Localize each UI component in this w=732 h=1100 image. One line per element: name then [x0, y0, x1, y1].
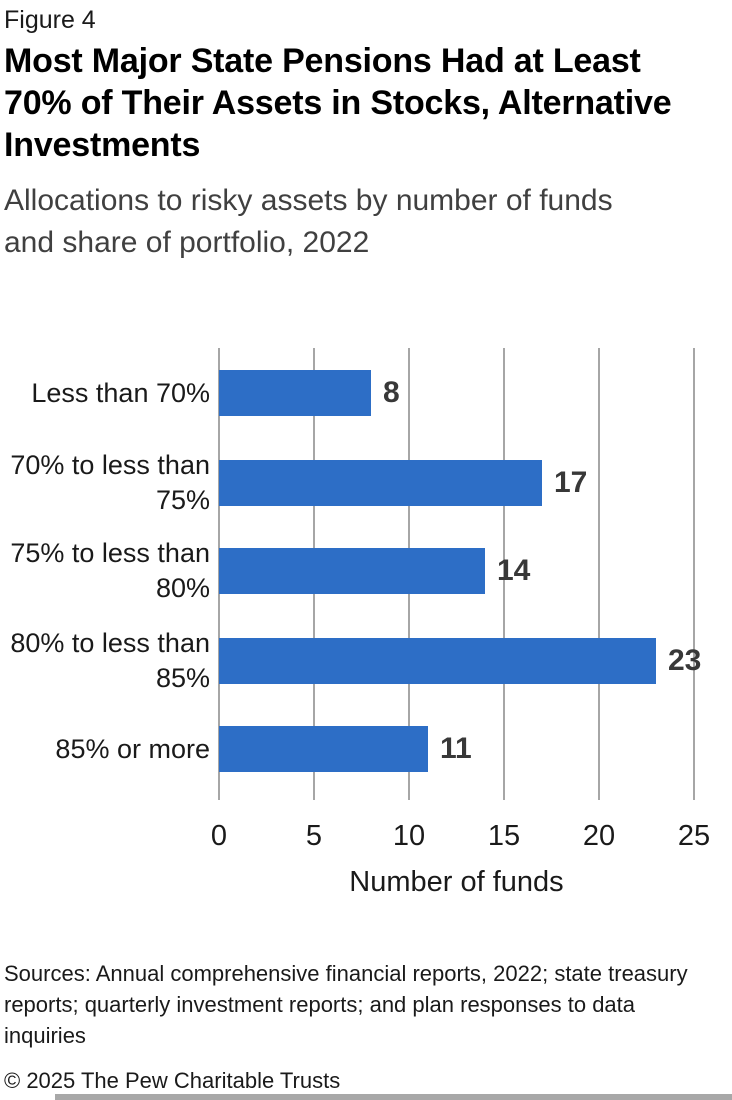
chart-subtitle-line: Allocations to risky assets by number of… — [4, 184, 613, 217]
chart-title-line: Investments — [4, 126, 201, 164]
bar — [219, 638, 656, 684]
gridline-15 — [503, 348, 505, 800]
category-label: Less than 70% — [31, 377, 210, 408]
x-tick-label: 10 — [392, 820, 426, 852]
bar — [219, 460, 542, 506]
value-label: 8 — [383, 376, 400, 409]
value-label: 14 — [497, 554, 531, 587]
sources-note-line: reports; quarterly investment reports; a… — [4, 992, 636, 1017]
x-tick-label: 5 — [305, 820, 323, 852]
chart-subtitle: Allocations to risky assets by number of… — [4, 180, 714, 264]
bar — [219, 548, 485, 594]
gridline-20 — [598, 348, 600, 800]
sources-note-line: Sources: Annual comprehensive financial … — [4, 961, 688, 986]
gridline-25 — [693, 348, 695, 800]
chart-title-line: Most Major State Pensions Had at Least — [4, 42, 641, 80]
sources-note: Sources: Annual comprehensive financial … — [4, 958, 730, 1051]
category-label: 80% to less than 85% — [10, 628, 210, 693]
bar — [219, 370, 371, 416]
value-label: 17 — [554, 466, 588, 499]
chart-title: Most Major State Pensions Had at Least 7… — [4, 40, 714, 166]
x-tick-label: 15 — [487, 820, 521, 852]
sources-note-line: inquiries — [4, 1023, 86, 1048]
value-label: 11 — [440, 732, 472, 765]
category-label: 75% to less than 80% — [10, 538, 210, 603]
chart-title-line: 70% of Their Assets in Stocks, Alternati… — [4, 84, 672, 122]
figure-label: Figure 4 — [4, 6, 96, 34]
chart-subtitle-line: and share of portfolio, 2022 — [4, 226, 370, 259]
copyright-note: © 2025 The Pew Charitable Trusts — [4, 1068, 341, 1093]
x-tick-label: 20 — [582, 820, 616, 852]
bottom-rule — [55, 1094, 732, 1100]
value-label: 23 — [668, 644, 702, 677]
bar — [219, 726, 428, 772]
category-label: 85% or more — [55, 733, 210, 764]
x-tick-label: 0 — [210, 820, 228, 852]
category-label: 70% to less than 75% — [10, 450, 210, 515]
x-axis-title: Number of funds — [349, 866, 564, 898]
x-tick-label: 25 — [677, 820, 711, 852]
